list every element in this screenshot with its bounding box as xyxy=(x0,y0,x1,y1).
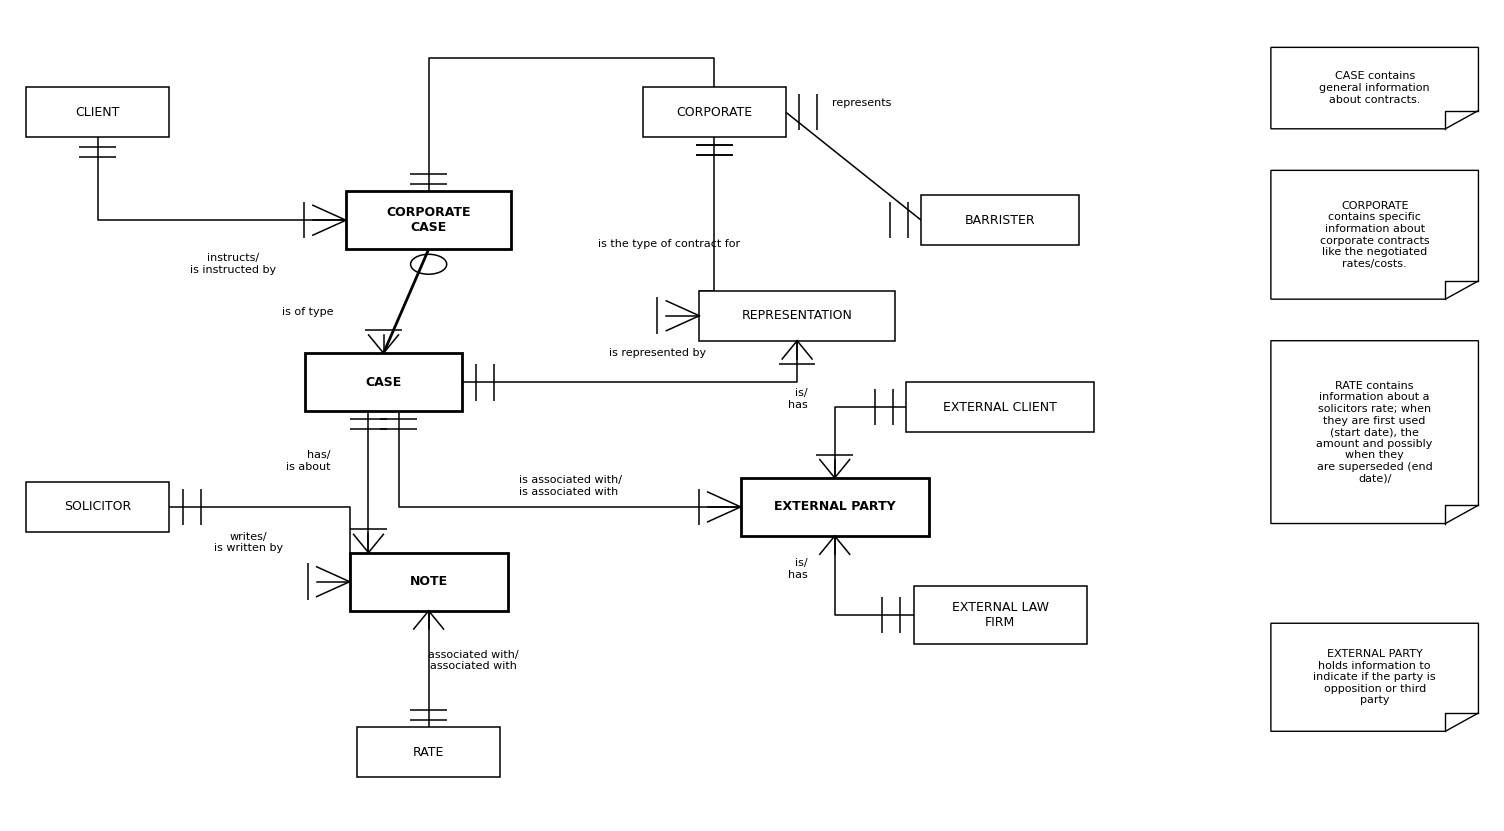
Text: EXTERNAL LAW
FIRM: EXTERNAL LAW FIRM xyxy=(952,601,1048,629)
FancyBboxPatch shape xyxy=(920,195,1080,245)
Text: is represented by: is represented by xyxy=(609,348,707,358)
Text: CASE: CASE xyxy=(365,376,402,389)
Text: CLIENT: CLIENT xyxy=(75,106,120,119)
FancyBboxPatch shape xyxy=(304,353,463,411)
Polygon shape xyxy=(1271,47,1478,129)
Text: CASE contains
general information
about contracts.: CASE contains general information about … xyxy=(1319,71,1430,105)
Text: is/
has: is/ has xyxy=(788,558,808,580)
FancyBboxPatch shape xyxy=(346,191,511,249)
FancyBboxPatch shape xyxy=(644,87,785,137)
Polygon shape xyxy=(1271,341,1478,524)
Text: NOTE: NOTE xyxy=(409,575,448,588)
Text: is the type of contract for: is the type of contract for xyxy=(599,239,740,249)
FancyBboxPatch shape xyxy=(27,87,168,137)
FancyBboxPatch shape xyxy=(740,478,929,536)
Text: CORPORATE
CASE: CORPORATE CASE xyxy=(387,206,471,234)
Text: EXTERNAL CLIENT: EXTERNAL CLIENT xyxy=(943,401,1057,414)
FancyBboxPatch shape xyxy=(358,727,499,777)
FancyBboxPatch shape xyxy=(27,482,168,532)
FancyBboxPatch shape xyxy=(349,553,507,611)
Text: BARRISTER: BARRISTER xyxy=(966,214,1035,227)
Text: EXTERNAL PARTY
holds information to
indicate if the party is
opposition or third: EXTERNAL PARTY holds information to indi… xyxy=(1313,649,1436,706)
Text: writes/
is written by: writes/ is written by xyxy=(214,532,283,553)
Text: CORPORATE
contains specific
information about
corporate contracts
like the negot: CORPORATE contains specific information … xyxy=(1321,201,1429,268)
Text: is/
has: is/ has xyxy=(788,388,808,410)
FancyBboxPatch shape xyxy=(905,382,1095,432)
Polygon shape xyxy=(1271,623,1478,731)
Text: RATE contains
information about a
solicitors rate; when
they are first used
(sta: RATE contains information about a solici… xyxy=(1316,381,1433,484)
Text: SOLICITOR: SOLICITOR xyxy=(65,500,131,514)
Text: has/
is about: has/ is about xyxy=(286,450,331,472)
Text: associated with/
associated with: associated with/ associated with xyxy=(429,650,519,671)
Text: represents: represents xyxy=(832,98,892,108)
Text: EXTERNAL PARTY: EXTERNAL PARTY xyxy=(775,500,895,514)
Text: RATE: RATE xyxy=(414,745,444,759)
Text: REPRESENTATION: REPRESENTATION xyxy=(741,309,853,322)
FancyBboxPatch shape xyxy=(914,586,1086,644)
Text: is of type: is of type xyxy=(283,307,334,317)
Text: instructs/
is instructed by: instructs/ is instructed by xyxy=(190,253,277,275)
Text: is associated with/
is associated with: is associated with/ is associated with xyxy=(519,475,621,497)
Text: CORPORATE: CORPORATE xyxy=(677,106,752,119)
Polygon shape xyxy=(1271,170,1478,299)
FancyBboxPatch shape xyxy=(699,291,895,341)
